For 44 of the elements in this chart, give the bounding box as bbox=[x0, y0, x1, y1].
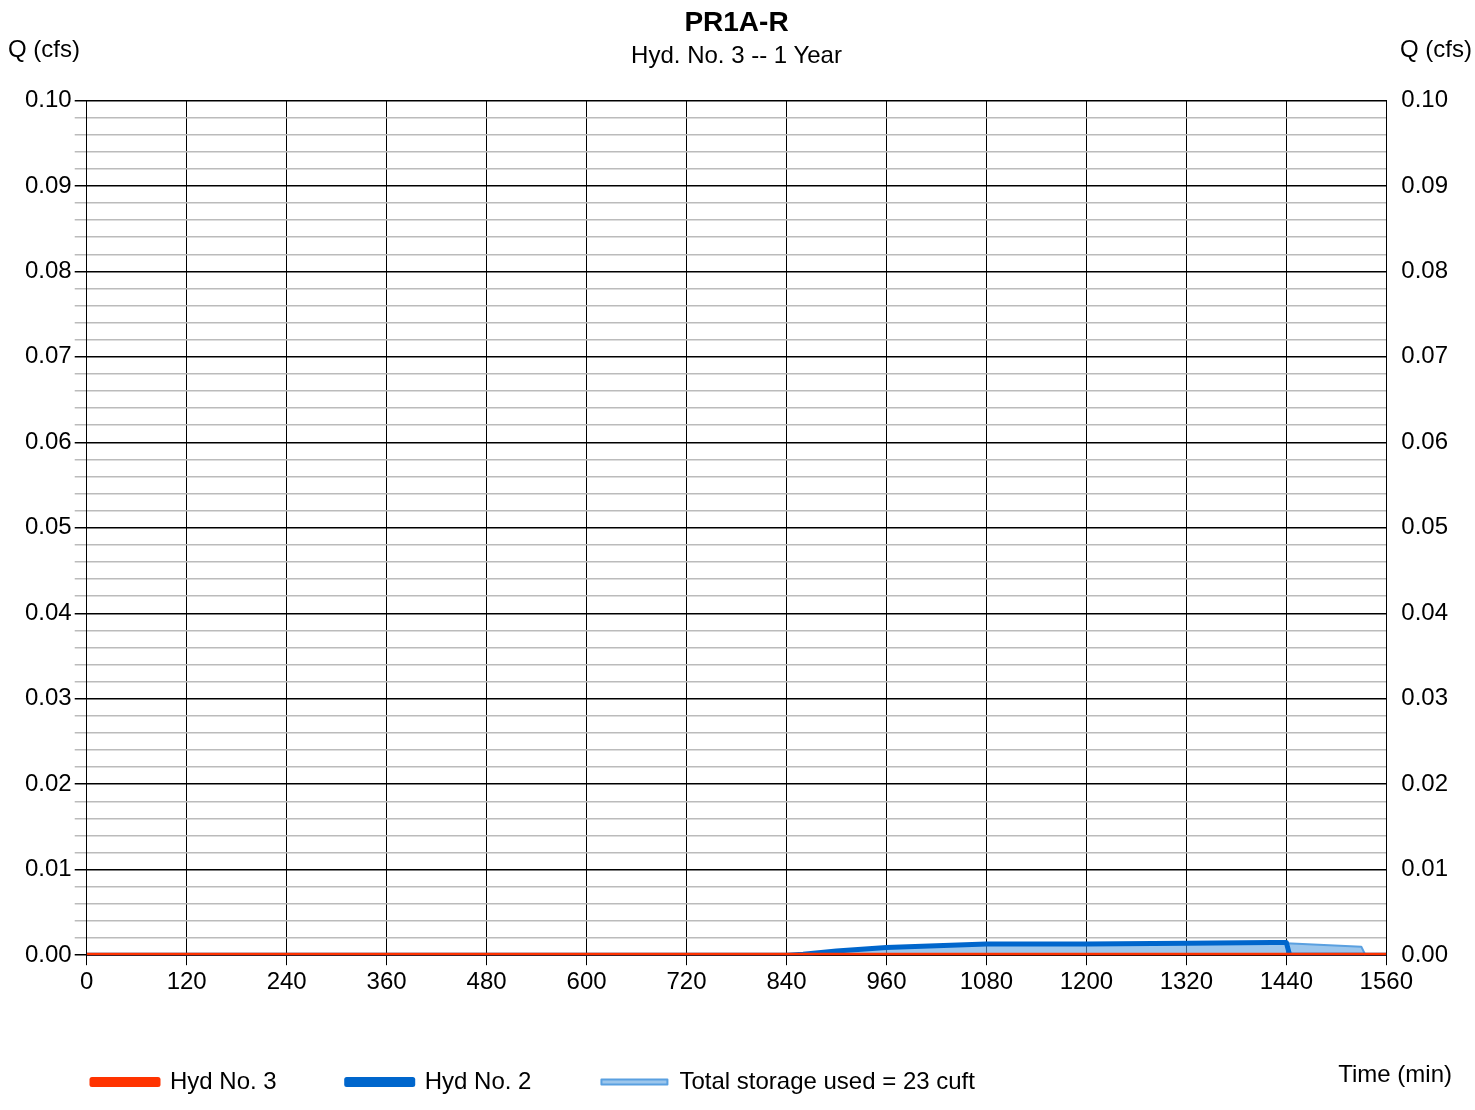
x-tick-label: 1080 bbox=[959, 967, 1014, 995]
chart-title: PR1A-R bbox=[684, 5, 789, 37]
y-axis-title: Q (cfs) bbox=[8, 35, 80, 62]
y-tick-label: 0.03 bbox=[24, 683, 72, 711]
y-tick-label: 0.02 bbox=[24, 768, 72, 796]
y2-axis-title: Q (cfs) bbox=[1400, 35, 1472, 62]
y-tick-label: 0.08 bbox=[24, 255, 72, 283]
legend-label: Hyd No. 3 bbox=[170, 1066, 277, 1094]
x-tick-label: 1560 bbox=[1359, 967, 1413, 995]
y-tick-label: 0.01 bbox=[24, 854, 72, 882]
x-tick-label: 120 bbox=[166, 967, 207, 995]
y2-tick-label: 0.10 bbox=[1401, 85, 1449, 113]
x-tick-label: 0 bbox=[80, 967, 94, 995]
x-tick-label: 1440 bbox=[1259, 967, 1314, 995]
x-tick-label: 480 bbox=[466, 967, 507, 995]
y2-tick-label: 0.01 bbox=[1401, 854, 1449, 882]
y2-tick-label: 0.05 bbox=[1401, 512, 1449, 540]
y-tick-label: 0.04 bbox=[24, 597, 72, 625]
y-tick-label: 0.00 bbox=[24, 939, 72, 967]
x-tick-label: 240 bbox=[266, 967, 307, 995]
legend-label: Hyd No. 2 bbox=[424, 1066, 532, 1094]
y-tick-label: 0.10 bbox=[24, 85, 72, 113]
y-tick-label: 0.06 bbox=[24, 426, 72, 454]
x-tick-label: 1200 bbox=[1059, 967, 1114, 995]
y2-tick-label: 0.09 bbox=[1401, 170, 1449, 198]
chart-subtitle: Hyd. No. 3 -- 1 Year bbox=[631, 40, 842, 68]
x-tick-label: 360 bbox=[366, 967, 407, 995]
y-tick-label: 0.07 bbox=[24, 341, 72, 369]
x-tick-label: 840 bbox=[766, 967, 807, 995]
y2-tick-label: 0.03 bbox=[1401, 683, 1449, 711]
y2-tick-label: 0.08 bbox=[1401, 255, 1449, 283]
y2-tick-label: 0.04 bbox=[1401, 597, 1449, 625]
y2-tick-label: 0.00 bbox=[1401, 939, 1449, 967]
y2-tick-label: 0.02 bbox=[1401, 768, 1449, 796]
x-tick-label: 960 bbox=[866, 967, 907, 995]
y-tick-label: 0.05 bbox=[24, 512, 72, 540]
x-tick-label: 1320 bbox=[1159, 967, 1214, 995]
y-tick-label: 0.09 bbox=[24, 170, 72, 198]
x-tick-label: 600 bbox=[566, 967, 607, 995]
y2-tick-label: 0.07 bbox=[1401, 341, 1449, 369]
legend-label: Total storage used = 23 cuft bbox=[679, 1066, 976, 1094]
x-tick-label: 720 bbox=[666, 967, 707, 995]
x-axis-title: Time (min) bbox=[1338, 1060, 1452, 1087]
y2-tick-label: 0.06 bbox=[1401, 426, 1449, 454]
